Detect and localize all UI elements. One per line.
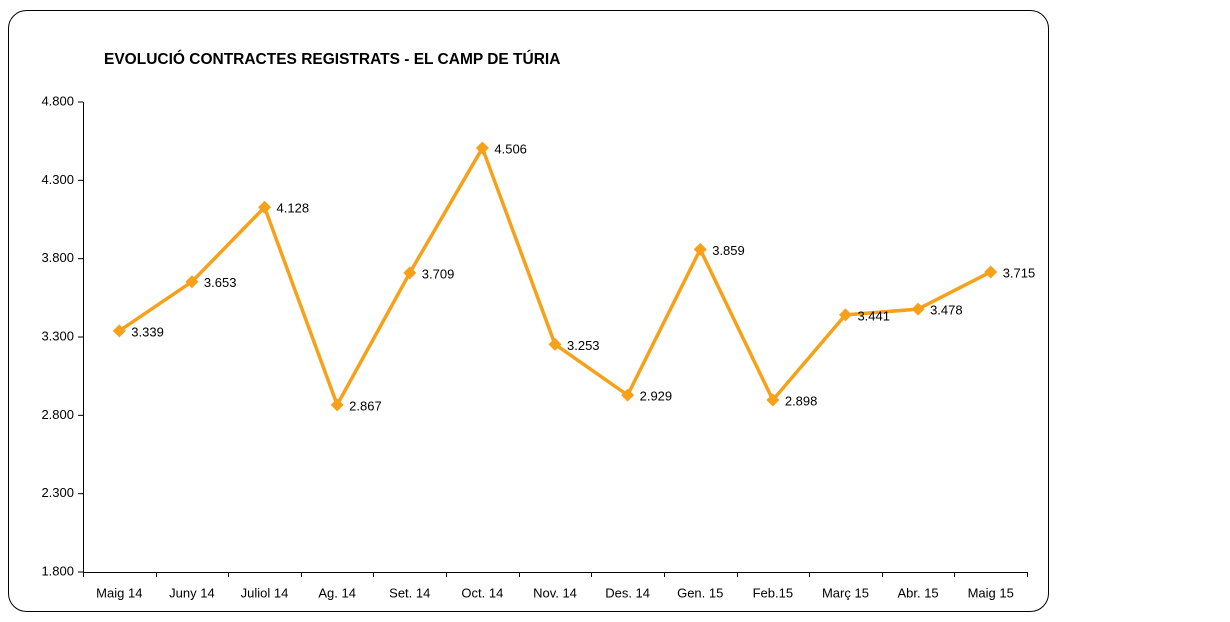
point-marker	[330, 398, 344, 412]
y-tick-label: 2.800	[41, 407, 74, 422]
data-label: 3.253	[567, 338, 600, 353]
data-label: 3.653	[204, 275, 237, 290]
point-marker	[475, 141, 489, 155]
chart-frame	[8, 10, 1049, 612]
data-label: 2.929	[640, 389, 673, 404]
y-tick-label: 2.300	[41, 485, 74, 500]
x-tick-label: Ag. 14	[318, 585, 356, 600]
point-marker	[548, 337, 562, 351]
x-tick-label: Des. 14	[605, 585, 650, 600]
y-tick-label: 4.300	[41, 172, 74, 187]
x-tick-label: Juny 14	[169, 585, 215, 600]
y-tick-label: 1.800	[41, 563, 74, 578]
x-tick-label: Abr. 15	[897, 585, 938, 600]
data-label: 3.478	[930, 303, 963, 318]
data-label: 3.715	[1003, 265, 1036, 280]
data-label: 2.898	[785, 393, 818, 408]
point-marker	[693, 242, 707, 256]
point-marker	[185, 275, 199, 289]
data-label: 3.709	[422, 266, 455, 281]
x-tick-label: Maig 14	[96, 585, 142, 600]
data-label: 3.859	[712, 243, 745, 258]
x-tick-label: Gen. 15	[677, 585, 723, 600]
point-marker	[838, 308, 852, 322]
point-marker	[766, 393, 780, 407]
x-tick-label: Nov. 14	[533, 585, 577, 600]
point-marker	[911, 302, 925, 316]
data-label: 2.867	[349, 398, 382, 413]
x-tick-label: Juliol 14	[241, 585, 289, 600]
chart-title: EVOLUCIÓ CONTRACTES REGISTRATS - EL CAMP…	[104, 50, 560, 68]
x-tick-label: Maig 15	[968, 585, 1014, 600]
data-label: 3.441	[857, 308, 890, 323]
data-label: 4.506	[494, 141, 527, 156]
data-label: 4.128	[277, 201, 310, 216]
y-tick-label: 3.800	[41, 250, 74, 265]
point-marker	[621, 388, 635, 402]
x-tick-label: Oct. 14	[461, 585, 503, 600]
x-tick-label: Març 15	[822, 585, 869, 600]
x-tick-label: Set. 14	[389, 585, 430, 600]
data-label: 3.339	[131, 324, 164, 339]
y-tick-label: 4.800	[41, 93, 74, 108]
point-marker	[403, 266, 417, 280]
point-marker	[112, 324, 126, 338]
point-marker	[258, 200, 272, 214]
point-marker	[984, 265, 998, 279]
x-tick-label: Feb.15	[753, 585, 793, 600]
y-tick-label: 3.300	[41, 328, 74, 343]
